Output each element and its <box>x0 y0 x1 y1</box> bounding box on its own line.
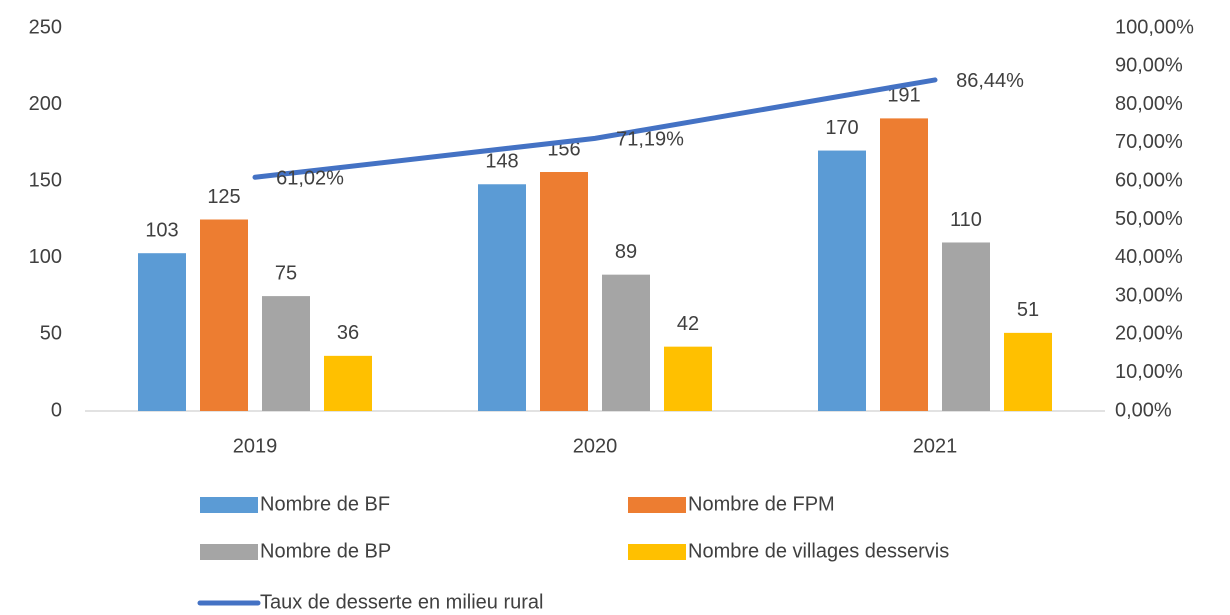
legend-label: Nombre de BP <box>260 540 391 562</box>
line-label: 71,19% <box>616 129 684 151</box>
legend-swatch <box>628 544 686 560</box>
y2-tick-label: 20,00% <box>1115 323 1183 345</box>
bar <box>602 274 650 411</box>
y2-tick-label: 80,00% <box>1115 93 1183 115</box>
y2-tick-label: 40,00% <box>1115 246 1183 268</box>
y2-tick-label: 90,00% <box>1115 55 1183 77</box>
bar <box>1004 332 1052 411</box>
y2-tick-label: 50,00% <box>1115 208 1183 230</box>
bar <box>478 184 526 411</box>
legend-label: Nombre de villages desservis <box>688 540 949 562</box>
x-tick-label: 2019 <box>233 435 278 457</box>
y-tick-label: 150 <box>29 169 62 191</box>
legend-swatch <box>628 497 686 513</box>
y-tick-label: 200 <box>29 93 62 115</box>
bar <box>200 219 248 411</box>
legend-swatch <box>200 497 258 513</box>
bar <box>138 253 186 411</box>
y2-tick-label: 70,00% <box>1115 131 1183 153</box>
x-tick-label: 2020 <box>573 435 618 457</box>
y-tick-label: 100 <box>29 246 62 268</box>
x-tick-label: 2021 <box>913 435 958 457</box>
y2-tick-label: 30,00% <box>1115 284 1183 306</box>
data-label: 110 <box>950 209 982 231</box>
legend-label: Nombre de FPM <box>688 493 835 515</box>
line-label: 86,44% <box>956 70 1024 92</box>
y2-tick-label: 0,00% <box>1115 399 1172 421</box>
y2-tick-label: 10,00% <box>1115 361 1183 383</box>
bar <box>262 296 310 411</box>
data-label: 191 <box>887 85 920 107</box>
bar <box>324 355 372 411</box>
data-label: 148 <box>485 151 518 173</box>
data-label: 170 <box>825 117 858 139</box>
y2-tick-label: 100,00% <box>1115 16 1194 38</box>
line <box>252 77 938 180</box>
line-label: 61,02% <box>276 168 344 190</box>
bar <box>942 242 990 411</box>
data-label: 125 <box>207 186 240 208</box>
y-tick-label: 50 <box>40 323 62 345</box>
data-label: 103 <box>145 219 178 241</box>
legend-swatch <box>200 544 258 560</box>
data-label: 51 <box>1017 299 1039 321</box>
data-label: 89 <box>615 241 637 263</box>
y-tick-label: 250 <box>29 16 62 38</box>
data-label: 36 <box>337 322 359 344</box>
data-label: 75 <box>275 262 297 284</box>
bar <box>664 346 712 411</box>
y-tick-label: 0 <box>51 399 62 421</box>
bar <box>818 150 866 411</box>
bar <box>880 118 928 411</box>
legend-label: Taux de desserte en milieu rural <box>260 591 543 613</box>
legend-label: Nombre de BF <box>260 493 390 515</box>
bar <box>540 172 588 411</box>
y2-tick-label: 60,00% <box>1115 169 1183 191</box>
data-label: 42 <box>677 313 699 335</box>
